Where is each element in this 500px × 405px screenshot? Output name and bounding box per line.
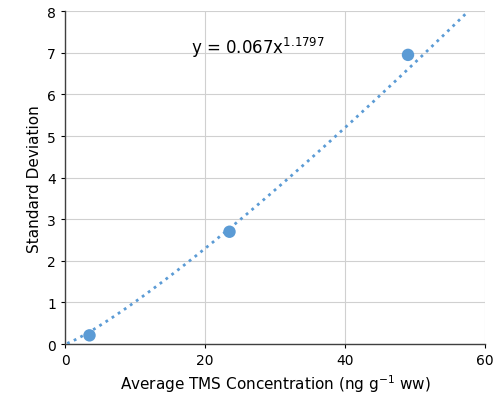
Text: y = 0.067x$^{1.1797}$: y = 0.067x$^{1.1797}$: [191, 35, 325, 60]
Y-axis label: Standard Deviation: Standard Deviation: [26, 104, 42, 252]
Point: [226, 229, 234, 235]
Point: [404, 53, 412, 59]
X-axis label: Average TMS Concentration (ng g$^{-1}$ ww): Average TMS Concentration (ng g$^{-1}$ w…: [120, 373, 430, 394]
Point: [86, 332, 94, 339]
